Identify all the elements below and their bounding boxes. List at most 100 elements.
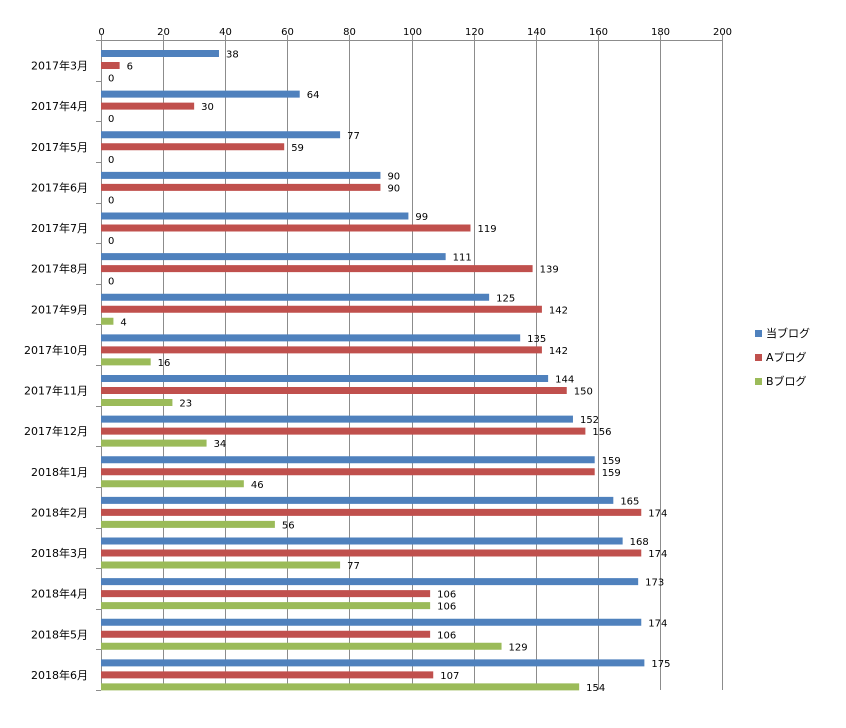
data-label: 174 [648, 549, 667, 560]
data-label: 90 [387, 171, 400, 182]
bar-2018年1月-series-2 [101, 480, 244, 488]
data-label: 174 [648, 618, 667, 629]
data-label: 129 [509, 642, 528, 653]
data-label: 150 [574, 387, 593, 398]
data-label: 106 [437, 630, 456, 641]
data-label: 106 [437, 590, 456, 601]
legend-label: Bブログ [766, 374, 807, 388]
bar-2018年4月-series-0 [101, 578, 639, 586]
bar-2018年4月-series-1 [101, 590, 431, 598]
bar-2017年7月-series-0 [101, 212, 409, 220]
data-label: 154 [586, 683, 605, 694]
legend: 当ブログ Aブログ Bブログ [755, 326, 810, 388]
data-label: 16 [158, 358, 171, 369]
data-label: 174 [648, 508, 667, 519]
bar-2018年6月-series-2 [101, 683, 580, 691]
bar-2018年5月-series-1 [101, 630, 431, 638]
bar-2017年10月-series-0 [101, 334, 521, 342]
bar-2018年5月-series-0 [101, 618, 642, 626]
bar-2017年5月-series-0 [101, 131, 341, 139]
legend-swatch [755, 330, 762, 337]
bar-2017年9月-series-2 [101, 317, 114, 325]
x-axis-ticks: 0 20 40 60 80 100 120 140 160 180 200 [98, 27, 732, 41]
bar-2017年7月-series-1 [101, 224, 471, 232]
data-label: 142 [549, 346, 568, 357]
data-label: 4 [120, 317, 126, 328]
data-label: 156 [592, 427, 611, 438]
data-label: 168 [630, 537, 649, 548]
data-label: 142 [549, 305, 568, 316]
bar-2018年6月-series-0 [101, 659, 645, 667]
category-label: 2018年5月 [31, 627, 88, 641]
x-tick-label: 60 [281, 27, 294, 38]
bar-2018年3月-series-2 [101, 561, 341, 569]
data-label: 0 [108, 74, 114, 85]
data-label: 152 [580, 415, 599, 426]
data-label: 64 [307, 90, 320, 101]
bar-2018年3月-series-0 [101, 537, 623, 545]
bar-2017年4月-series-1 [101, 102, 195, 110]
x-tick-label: 80 [343, 27, 356, 38]
bar-2018年1月-series-1 [101, 468, 595, 476]
bar-2017年10月-series-2 [101, 358, 151, 366]
data-label: 173 [645, 578, 664, 589]
data-label: 119 [477, 224, 496, 235]
data-label: 56 [282, 520, 295, 531]
data-label: 125 [496, 293, 515, 304]
x-tick-label: 140 [527, 27, 546, 38]
bar-2018年1月-series-0 [101, 456, 595, 464]
x-tick-label: 120 [465, 27, 484, 38]
bar-2017年11月-series-2 [101, 399, 173, 406]
bar-2018年2月-series-1 [101, 508, 642, 516]
bar-2017年8月-series-1 [101, 265, 533, 273]
x-tick-label: 100 [403, 27, 422, 38]
data-label: 139 [540, 265, 559, 276]
data-label: 0 [108, 236, 114, 247]
category-label: 2017年10月 [24, 343, 88, 357]
bar-2018年4月-series-2 [101, 602, 431, 610]
category-label: 2018年1月 [31, 465, 88, 479]
x-tick-label: 40 [219, 27, 232, 38]
bar-2017年9月-series-0 [101, 293, 490, 301]
data-label: 111 [453, 253, 472, 264]
bar-2017年11月-series-1 [101, 387, 567, 394]
bar-2017年4月-series-0 [101, 90, 300, 98]
data-label: 0 [108, 114, 114, 125]
x-tick-label: 180 [651, 27, 670, 38]
data-label: 0 [108, 277, 114, 288]
category-label: 2017年7月 [31, 221, 88, 235]
category-label: 2018年6月 [31, 668, 88, 682]
bar-2018年6月-series-1 [101, 671, 434, 679]
category-label: 2017年4月 [31, 99, 88, 113]
data-label: 77 [347, 561, 360, 572]
category-label: 2017年6月 [31, 180, 88, 194]
bars [101, 50, 645, 691]
category-label: 2018年4月 [31, 587, 88, 601]
data-label: 144 [555, 375, 574, 386]
data-label: 165 [620, 496, 639, 507]
bar-2017年3月-series-0 [101, 50, 219, 57]
data-label: 107 [440, 671, 459, 682]
category-label: 2017年5月 [31, 140, 88, 154]
data-label: 135 [527, 334, 546, 345]
bar-2018年2月-series-2 [101, 520, 275, 528]
bar-2017年10月-series-1 [101, 346, 542, 354]
data-label: 38 [226, 50, 239, 61]
category-label: 2017年3月 [31, 59, 88, 73]
data-label: 99 [415, 212, 428, 223]
bar-2017年3月-series-1 [101, 62, 120, 69]
bar-2018年2月-series-0 [101, 496, 614, 504]
x-tick-label: 200 [713, 27, 732, 38]
bar-2017年12月-series-0 [101, 415, 573, 423]
data-label: 159 [602, 456, 621, 467]
bar-2018年5月-series-2 [101, 642, 502, 650]
bar-2017年8月-series-0 [101, 253, 446, 261]
x-tick-label: 0 [98, 27, 104, 38]
data-label: 0 [108, 155, 114, 166]
legend-swatch [755, 378, 762, 385]
legend-label: 当ブログ [766, 326, 810, 340]
data-label: 106 [437, 602, 456, 613]
data-label: 159 [602, 468, 621, 479]
bar-2017年9月-series-1 [101, 305, 542, 313]
